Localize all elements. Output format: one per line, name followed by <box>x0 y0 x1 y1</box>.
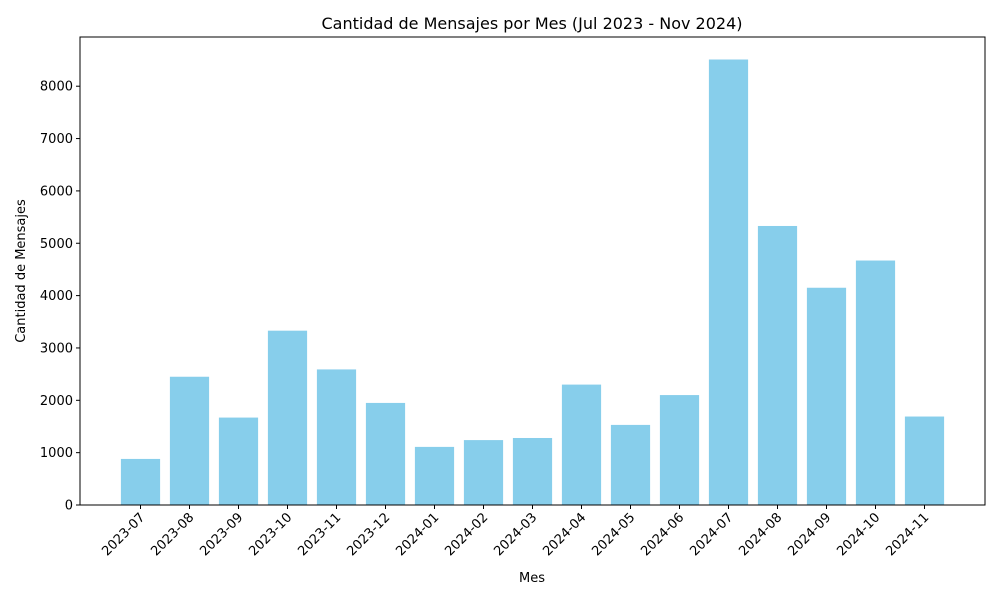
x-tick-label-2023-08: 2023-08 <box>148 510 197 559</box>
bar-2023-07 <box>120 458 161 505</box>
x-tick-label-2024-08: 2024-08 <box>736 510 785 559</box>
x-axis: 2023-07 2023-08 2023-09 2023-10 2023-11 2023-… <box>99 505 932 559</box>
bar-2024-07 <box>708 59 749 505</box>
bar-2023-09 <box>218 417 259 505</box>
x-tick-label-2024-04: 2024-04 <box>540 510 589 559</box>
y-tick-label-2000: 2000 <box>40 394 73 409</box>
bar-2024-06 <box>659 395 700 505</box>
x-tick-label-2023-07: 2023-07 <box>99 510 148 559</box>
y-tick-label-6000: 6000 <box>40 184 73 199</box>
bar-2024-09 <box>806 287 847 505</box>
bar-2023-08 <box>169 376 210 505</box>
x-tick-label-2023-12: 2023-12 <box>344 510 393 559</box>
bar-2024-08 <box>757 225 798 506</box>
bar-2024-01 <box>414 446 455 505</box>
y-tick-label-8000: 8000 <box>40 80 73 95</box>
bar-2024-04 <box>561 384 602 505</box>
chart-title: Cantidad de Mensajes por Mes (Jul 2023 -… <box>321 14 742 33</box>
plot-frame <box>79 36 986 506</box>
bar-2023-10 <box>267 330 308 505</box>
bar-2023-12 <box>365 402 406 505</box>
x-tick-label-2024-02: 2024-02 <box>442 510 491 559</box>
x-tick-label-2024-10: 2024-10 <box>834 510 883 559</box>
y-axis-label: Cantidad de Mensajes <box>14 199 29 343</box>
x-tick-label-2024-09: 2024-09 <box>785 510 834 559</box>
y-tick-label-1000: 1000 <box>40 446 73 461</box>
x-tick-label-2023-10: 2023-10 <box>246 510 295 559</box>
y-tick-label-0: 0 <box>65 499 73 514</box>
x-tick-label-2024-07: 2024-07 <box>687 510 736 559</box>
bar-2024-05 <box>610 424 651 505</box>
y-tick-label-3000: 3000 <box>40 341 73 356</box>
x-tick-label-2023-09: 2023-09 <box>197 510 246 559</box>
x-tick-label-2024-05: 2024-05 <box>589 510 638 559</box>
y-tick-label-4000: 4000 <box>40 289 73 304</box>
bar-2024-10 <box>855 260 896 505</box>
y-tick-label-5000: 5000 <box>40 237 73 252</box>
bar-2023-11 <box>316 369 357 505</box>
x-tick-label-2024-11: 2024-11 <box>883 510 932 559</box>
bar-2024-11 <box>904 416 945 505</box>
y-axis: 0 1000 2000 3000 4000 5000 6000 7000 8000 <box>40 80 80 514</box>
x-tick-label-2024-01: 2024-01 <box>393 510 442 559</box>
x-tick-label-2024-03: 2024-03 <box>491 510 540 559</box>
x-axis-label: Mes <box>519 571 545 586</box>
bars-group <box>120 59 945 506</box>
bar-2024-03 <box>512 437 553 505</box>
y-tick-label-7000: 7000 <box>40 132 73 147</box>
x-tick-label-2024-06: 2024-06 <box>638 510 687 559</box>
x-tick-label-2023-11: 2023-11 <box>295 510 344 559</box>
bar-2024-02 <box>463 440 504 505</box>
